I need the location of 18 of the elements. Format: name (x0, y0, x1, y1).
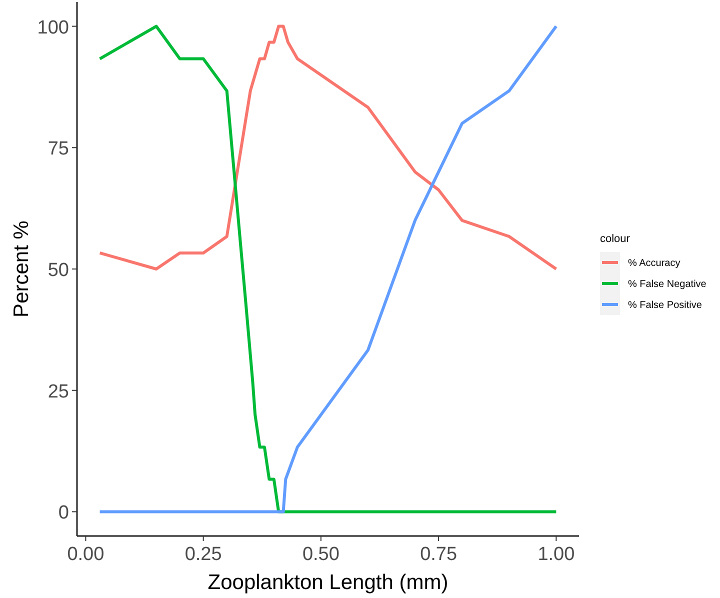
y-tick-label: 25 (48, 381, 69, 402)
line-series (98, 24, 558, 514)
x-tick-label: 1.00 (538, 544, 575, 565)
x-tick-label: 0.50 (302, 544, 340, 565)
y-tick-label: 0 (58, 502, 69, 524)
y-tick-label: 50 (48, 260, 69, 281)
legend-label: % False Positive (628, 300, 702, 311)
y-tick-label: 75 (48, 138, 69, 160)
x-tick-label: 0.75 (420, 544, 458, 565)
line-series (98, 24, 558, 270)
x-axis-title: Zooplankton Length (mm) (208, 571, 448, 594)
x-tick-label: 0.25 (184, 544, 222, 565)
y-tick-label: 100 (37, 17, 69, 38)
legend-title: colour (600, 233, 630, 245)
legend-label: % Accuracy (628, 258, 680, 269)
legend-label: % False Negative (628, 279, 707, 290)
y-axis-title: Percent % (10, 220, 33, 318)
x-tick-label: 0.00 (67, 544, 104, 565)
